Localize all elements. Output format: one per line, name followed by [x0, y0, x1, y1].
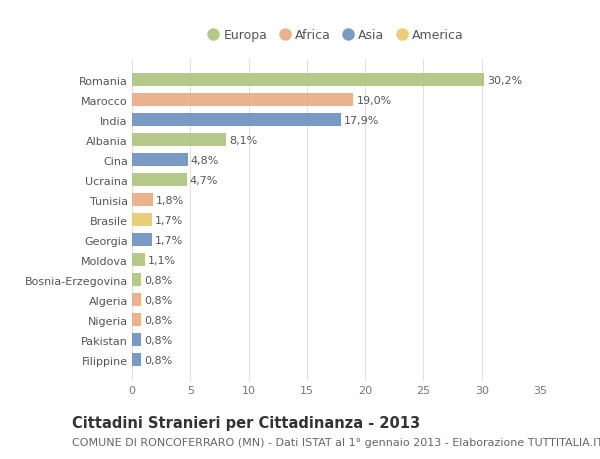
Text: 0,8%: 0,8% [144, 295, 172, 305]
Bar [132, 334, 142, 347]
Bar [132, 134, 226, 147]
Bar [132, 254, 145, 267]
Text: 1,1%: 1,1% [148, 255, 176, 265]
Text: 8,1%: 8,1% [229, 135, 257, 146]
Text: Cittadini Stranieri per Cittadinanza - 2013: Cittadini Stranieri per Cittadinanza - 2… [72, 415, 420, 431]
Bar [132, 174, 187, 187]
Text: 4,8%: 4,8% [191, 156, 219, 166]
Bar [132, 274, 142, 286]
Bar [132, 94, 353, 107]
Bar [132, 294, 142, 307]
Text: 19,0%: 19,0% [356, 96, 392, 106]
Legend: Europa, Africa, Asia, America: Europa, Africa, Asia, America [203, 24, 469, 47]
Text: 1,7%: 1,7% [155, 235, 183, 245]
Bar [132, 114, 341, 127]
Bar [132, 353, 142, 366]
Bar [132, 234, 152, 247]
Text: 30,2%: 30,2% [487, 76, 522, 86]
Text: 17,9%: 17,9% [344, 116, 379, 126]
Bar [132, 214, 152, 227]
Text: COMUNE DI RONCOFERRARO (MN) - Dati ISTAT al 1° gennaio 2013 - Elaborazione TUTTI: COMUNE DI RONCOFERRARO (MN) - Dati ISTAT… [72, 437, 600, 447]
Text: 4,7%: 4,7% [190, 175, 218, 185]
Bar [132, 194, 153, 207]
Text: 1,7%: 1,7% [155, 215, 183, 225]
Bar [132, 154, 188, 167]
Text: 1,8%: 1,8% [156, 196, 184, 205]
Text: 0,8%: 0,8% [144, 335, 172, 345]
Text: 0,8%: 0,8% [144, 355, 172, 365]
Bar [132, 313, 142, 326]
Text: 0,8%: 0,8% [144, 315, 172, 325]
Text: 0,8%: 0,8% [144, 275, 172, 285]
Bar [132, 74, 484, 87]
